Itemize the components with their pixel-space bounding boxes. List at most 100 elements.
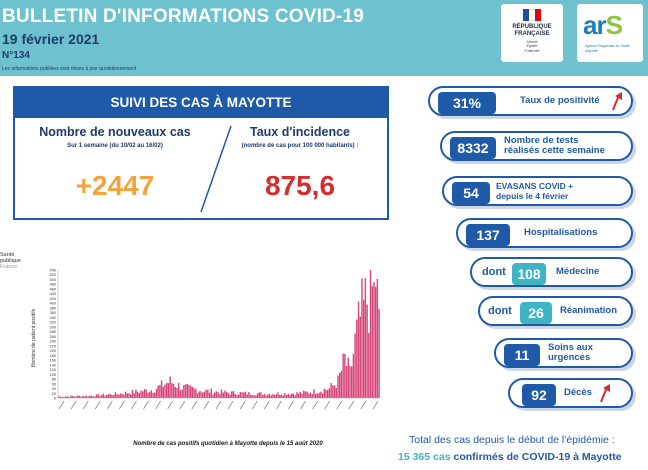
daily-bar [376,278,379,398]
stat-reanimation: dont 26 Réanimation [478,296,633,326]
daily-bar [368,333,370,398]
daily-bar [92,396,94,398]
daily-bar [357,301,360,398]
x-axis [58,397,380,410]
total-cases-line: 15 365 cas confirmés de COVID-19 à Mayot… [398,451,622,463]
daily-bar [338,372,341,398]
x-tick-mark [239,400,246,410]
daily-bar [99,396,101,398]
stat-hospitalisations: 137 Hospitalisations [456,218,633,248]
daily-bar [315,393,317,398]
bulletin-date: 19 février 2021 [2,31,100,47]
daily-bar [121,394,123,398]
bars-group [58,270,380,398]
daily-bar [171,382,173,398]
daily-bar [186,384,188,398]
stat-prefix: dont [482,266,506,278]
daily-bar [64,396,67,398]
y-tick-label: 320 [50,321,56,325]
x-tick-mark [179,400,186,410]
total-cases-suffix: confirmés de COVID-19 à Mayotte [453,451,622,463]
daily-bar [261,395,264,398]
daily-bar [104,395,106,398]
daily-bar [294,395,296,398]
stat-evasans: 54 EVASANS COVID + depuis le 4 février [442,176,633,206]
stat-label: Réanimation [560,305,618,316]
daily-bar [335,388,337,398]
daily-bar [297,393,300,398]
daily-bar [333,385,336,398]
daily-bar [246,394,248,398]
ars-subtitle: Agence Régionale de Santé Mayotte [585,44,630,53]
stat-label: Hospitalisations [524,227,598,238]
daily-bar [268,393,271,398]
daily-bar [119,393,122,398]
daily-bar [236,395,238,398]
daily-bar [210,388,212,398]
daily-bar [275,394,278,398]
daily-bar [273,394,276,398]
daily-bar [316,393,319,398]
chart-caption: Nombre de cas positifs quotidien à Mayot… [133,441,323,447]
daily-bar [188,384,190,398]
daily-bar [337,375,339,398]
y-tick-label: 140 [50,363,56,367]
y-tick-label: 440 [50,292,56,296]
daily-cases-chart: 0 20 40 60 80 100 120 140 160 180 200 220 240 260 280 3… [28,262,388,424]
y-tick-label: 240 [50,340,56,344]
daily-bar [111,394,113,398]
y-tick-label: 100 [50,373,56,377]
daily-bar [200,391,202,398]
daily-bar [102,393,105,398]
daily-bar [100,395,103,398]
y-tick-label: 520 [50,273,56,277]
daily-bar [277,392,279,398]
incidence-value: 875,6 [264,170,336,201]
daily-bar [75,396,77,398]
daily-bar [321,393,324,398]
daily-bar [289,395,291,398]
daily-bar [150,390,152,398]
daily-bar [203,391,206,398]
total-cases-value: 15 365 cas [398,451,451,463]
y-tick-label: 420 [50,297,56,301]
x-tick-mark [191,400,198,410]
stat-label: Nombre de tests réalisés cette semaine [504,135,605,156]
daily-bar [241,392,243,398]
daily-bar [328,388,331,398]
x-tick-mark [348,400,355,410]
y-tick-label: 380 [50,306,56,310]
y-tick-label: 20 [52,392,56,396]
x-tick-mark [143,400,149,410]
stat-value: 137 [466,224,510,246]
stat-value: 92 [522,384,556,406]
daily-bar [280,394,283,398]
y-tick-label: 500 [50,278,56,282]
y-axis-label: Nombre de patient positifs [31,308,37,367]
daily-bar [90,395,93,398]
x-tick-mark [324,400,331,410]
daily-bar [282,395,284,398]
x-tick-mark [360,400,367,410]
daily-bar [126,393,129,398]
daily-bar [191,386,194,398]
new-cases-value: +2447 [75,170,155,201]
daily-bar [378,308,380,398]
daily-bar [128,393,130,398]
sp-line-3: France [0,264,18,270]
daily-bar [327,389,329,398]
stat-medecine: dont 108 Médecine [470,257,633,287]
x-tick-mark [94,400,101,410]
x-tick-mark [276,400,282,410]
daily-bar [207,389,209,398]
x-tick-mark [288,400,294,410]
daily-bar [354,333,356,398]
daily-bar [172,383,175,398]
daily-bar [270,395,272,398]
x-tick-mark [167,400,174,410]
rf-line-1: RÉPUBLIQUE [512,24,552,30]
stat-deces: 92 Décès [508,378,633,408]
daily-bar [123,394,125,398]
stat-prefix: dont [488,305,512,317]
daily-bar [237,394,240,398]
